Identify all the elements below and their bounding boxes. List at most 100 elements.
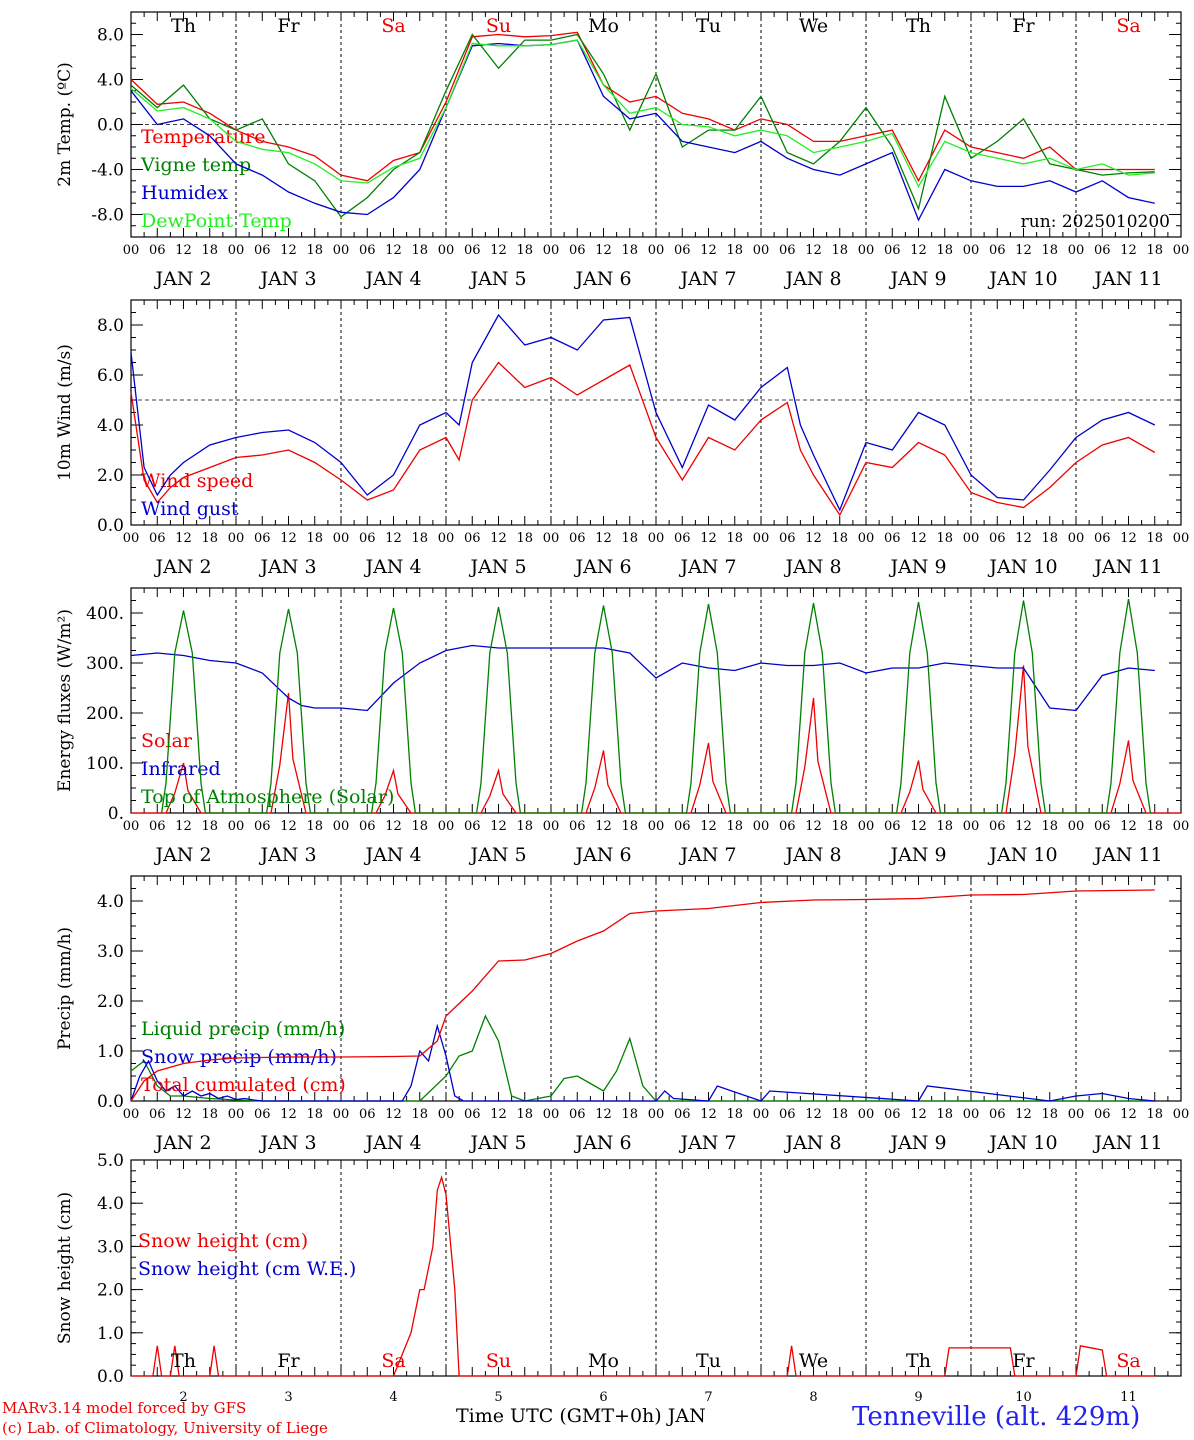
y-axis-label: 10m Wind (m/s)	[55, 344, 75, 481]
date-label: JAN 10	[987, 844, 1057, 866]
weekday-label: Sa	[381, 15, 405, 37]
hour-tick-label: 00	[1173, 243, 1190, 258]
hour-tick-label: 18	[516, 531, 533, 546]
date-label: JAN 4	[363, 844, 421, 866]
weekday-label: Th	[906, 15, 931, 37]
date-label: JAN 5	[468, 556, 526, 578]
y-tick-label: 0.	[108, 804, 124, 824]
date-label: JAN 7	[678, 1132, 736, 1154]
weekday-label: Sa	[381, 1350, 405, 1372]
hour-tick-label: 06	[359, 1107, 376, 1122]
hour-tick-label: 12	[700, 243, 717, 258]
y-tick-label: 300.	[86, 654, 124, 674]
hour-tick-label: 00	[648, 531, 665, 546]
date-label: JAN 3	[258, 1132, 316, 1154]
day-number-label: 10	[1015, 1390, 1032, 1405]
hour-tick-label: 12	[805, 243, 822, 258]
date-label: JAN 4	[363, 556, 421, 578]
series-line-blue	[130, 1023, 1155, 1102]
hour-tick-label: 00	[228, 819, 245, 834]
y-tick-label: 3.0	[97, 1237, 124, 1257]
date-label: JAN 3	[258, 556, 316, 578]
date-label: JAN 9	[888, 268, 946, 290]
y-tick-label: 0.0	[97, 1092, 124, 1112]
hour-tick-label: 06	[989, 243, 1006, 258]
legend-blue: Infrared	[141, 758, 221, 780]
legend-green: Vigne temp	[140, 154, 251, 176]
hour-tick-label: 18	[1146, 819, 1163, 834]
hour-tick-label: 06	[254, 243, 271, 258]
weekday-label: Tu	[696, 15, 721, 37]
weekday-label: Th	[906, 1350, 931, 1372]
hour-tick-label: 12	[805, 1107, 822, 1122]
date-label: JAN 2	[153, 1132, 211, 1154]
series-line-green	[130, 33, 1155, 218]
hour-tick-label: 18	[306, 243, 323, 258]
weekday-label: Fr	[1012, 1350, 1035, 1372]
hour-tick-label: 06	[149, 819, 166, 834]
y-tick-label: 4.0	[97, 71, 124, 91]
day-number-label: 7	[704, 1390, 712, 1405]
hour-tick-label: 00	[963, 1107, 980, 1122]
hour-tick-label: 06	[359, 819, 376, 834]
date-label: JAN 3	[258, 844, 316, 866]
hour-tick-label: 00	[543, 1107, 560, 1122]
date-label: JAN 7	[678, 556, 736, 578]
series-line-green	[160, 598, 1152, 814]
day-number-label: 6	[599, 1390, 607, 1405]
hour-tick-label: 18	[621, 819, 638, 834]
hour-tick-label: 06	[1094, 531, 1111, 546]
date-label: JAN 8	[783, 844, 841, 866]
hour-tick-label: 12	[910, 819, 927, 834]
hour-tick-label: 12	[1015, 1107, 1032, 1122]
hour-tick-label: 18	[201, 531, 218, 546]
hour-tick-label: 12	[175, 819, 192, 834]
hour-tick-label: 06	[1094, 819, 1111, 834]
hour-tick-label: 00	[1068, 531, 1085, 546]
hour-tick-label: 00	[333, 1107, 350, 1122]
date-label: JAN 8	[783, 268, 841, 290]
hour-tick-label: 18	[306, 1107, 323, 1122]
y-axis-label: Precip (mm/h)	[55, 927, 75, 1050]
hour-tick-label: 06	[884, 819, 901, 834]
date-label: JAN 9	[888, 556, 946, 578]
hour-tick-label: 06	[149, 1107, 166, 1122]
hour-tick-label: 12	[700, 1107, 717, 1122]
hour-tick-label: 18	[411, 1107, 428, 1122]
y-tick-label: 0.0	[97, 1367, 124, 1387]
hour-tick-label: 06	[359, 531, 376, 546]
y-tick-label: 2.0	[97, 992, 124, 1012]
hour-tick-label: 06	[254, 1107, 271, 1122]
hour-tick-label: 06	[254, 819, 271, 834]
y-axis-label: Energy fluxes (W/m²)	[55, 609, 75, 792]
hour-tick-label: 00	[1068, 1107, 1085, 1122]
hour-tick-label: 12	[280, 243, 297, 258]
legend-blue: Humidex	[141, 182, 228, 204]
hour-tick-label: 06	[569, 819, 586, 834]
hour-tick-label: 06	[779, 819, 796, 834]
hour-tick-label: 12	[1015, 819, 1032, 834]
hour-tick-label: 00	[1173, 1107, 1190, 1122]
hour-tick-label: 18	[621, 243, 638, 258]
hour-tick-label: 00	[438, 1107, 455, 1122]
y-tick-label: 8.0	[97, 26, 124, 46]
legend-red: Solar	[141, 730, 193, 752]
hour-tick-label: 00	[753, 243, 770, 258]
hour-tick-label: 06	[989, 819, 1006, 834]
date-label: JAN 2	[153, 268, 211, 290]
legend-blue: Snow height (cm W.E.)	[138, 1258, 356, 1280]
hour-tick-label: 00	[543, 243, 560, 258]
hour-tick-label: 12	[1120, 1107, 1137, 1122]
y-tick-label: 200.	[86, 704, 124, 724]
hour-tick-label: 18	[936, 531, 953, 546]
day-number-label: 3	[284, 1390, 292, 1405]
hour-tick-label: 12	[280, 819, 297, 834]
hour-tick-label: 12	[595, 243, 612, 258]
hour-tick-label: 12	[595, 531, 612, 546]
hour-tick-label: 06	[674, 531, 691, 546]
legend-green: Liquid precip (mm/h)	[141, 1018, 345, 1040]
date-label: JAN 8	[783, 1132, 841, 1154]
hour-tick-label: 00	[123, 531, 140, 546]
y-tick-label: 4.0	[97, 1194, 124, 1214]
